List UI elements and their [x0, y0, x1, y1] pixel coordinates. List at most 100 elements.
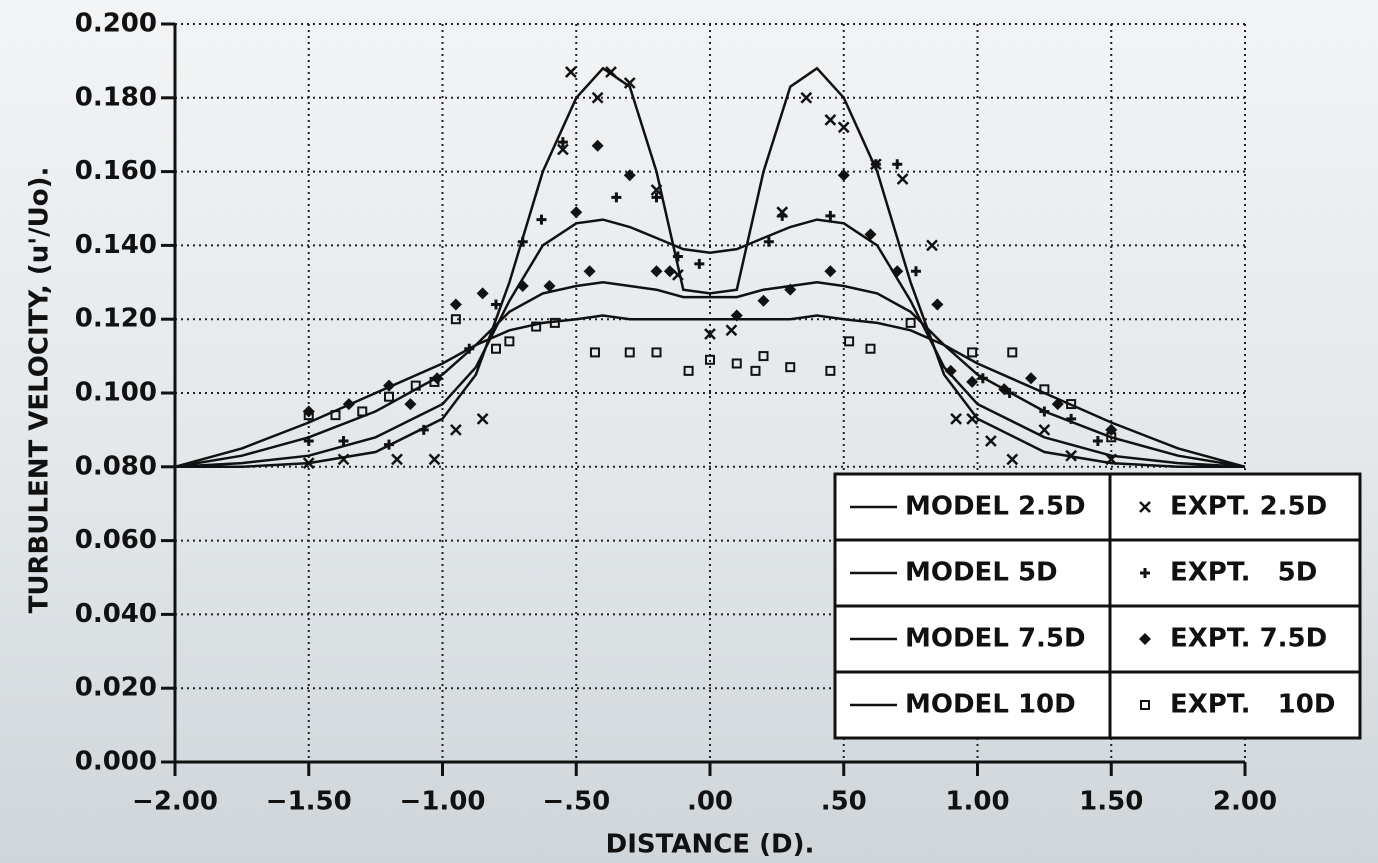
marker-plus — [977, 373, 988, 384]
marker-x — [391, 453, 403, 466]
x-tick-label: .00 — [687, 787, 733, 817]
marker-x — [605, 66, 617, 78]
y-tick-label: 0.180 — [75, 82, 157, 112]
marker-plus — [557, 137, 568, 148]
y-axis-label: TURBULENT VELOCITY, (u'/Uo). — [25, 167, 55, 614]
legend-label: EXPT. 5D — [1170, 558, 1317, 588]
marker-x — [428, 453, 441, 466]
marker-diamond — [837, 169, 850, 182]
marker-plus — [694, 258, 705, 269]
marker-diamond — [342, 398, 355, 411]
marker-x — [950, 412, 962, 425]
y-tick-label: 0.200 — [75, 9, 157, 39]
marker-square — [967, 347, 978, 358]
x-axis-label: DISTANCE (D). — [606, 830, 815, 860]
marker-diamond — [591, 139, 604, 152]
marker-diamond — [931, 298, 944, 311]
marker-plus — [870, 159, 881, 170]
legend-label: EXPT. 7.5D — [1170, 624, 1327, 654]
marker-x — [623, 77, 636, 89]
marker-diamond — [824, 265, 837, 278]
marker-x — [1105, 453, 1118, 466]
y-tick-label: 0.080 — [75, 451, 157, 481]
y-tick-label: 0.100 — [75, 378, 157, 408]
marker-x — [476, 412, 489, 425]
y-tick-label: 0.040 — [75, 599, 157, 629]
marker-plus — [418, 424, 429, 435]
marker-x — [1006, 453, 1019, 466]
marker-diamond — [1139, 633, 1151, 645]
legend-label: MODEL 7.5D — [905, 624, 1086, 654]
marker-plus — [611, 192, 622, 203]
marker-x — [1038, 424, 1051, 436]
marker-diamond — [966, 375, 979, 388]
marker-plus — [777, 210, 788, 221]
x-tick-label: −1.50 — [266, 787, 352, 817]
marker-x — [837, 121, 850, 134]
y-tick-label: 0.000 — [75, 747, 157, 777]
marker-plus — [1140, 568, 1150, 578]
marker-square — [549, 317, 560, 328]
marker-x — [984, 435, 997, 447]
marker-square — [651, 347, 662, 358]
marker-diamond — [1051, 398, 1064, 411]
marker-square — [705, 354, 715, 365]
marker-diamond — [404, 398, 417, 411]
x-tick-label: 2.00 — [1213, 787, 1277, 817]
marker-square — [450, 314, 461, 325]
legend-label: EXPT. 10D — [1170, 690, 1335, 720]
marker-square — [589, 347, 600, 358]
marker-square — [531, 321, 542, 332]
model-line — [174, 218, 1246, 469]
marker-diamond — [663, 265, 676, 278]
marker-diamond — [570, 206, 583, 219]
marker-square — [825, 365, 836, 376]
marker-square — [410, 380, 421, 391]
marker-x — [337, 453, 350, 466]
marker-square — [330, 410, 341, 421]
marker-diamond — [891, 265, 904, 278]
marker-square — [1039, 384, 1050, 395]
marker-plus — [338, 435, 349, 446]
marker-square — [504, 336, 515, 347]
marker-plus — [763, 236, 774, 247]
marker-plus — [464, 343, 475, 354]
marker-square — [624, 347, 635, 358]
marker-diamond — [730, 309, 743, 322]
y-tick-label: 0.020 — [75, 673, 157, 703]
marker-x — [302, 457, 315, 469]
marker-x — [565, 66, 577, 78]
marker-diamond — [998, 383, 1011, 396]
legend-label: MODEL 10D — [905, 690, 1076, 720]
marker-x — [650, 184, 663, 196]
marker-plus — [892, 159, 903, 170]
x-tick-label: .50 — [821, 787, 867, 817]
x-tick-label: 1.50 — [1079, 787, 1143, 817]
marker-square — [357, 406, 368, 417]
marker-square — [1106, 432, 1117, 443]
marker-diamond — [1025, 372, 1037, 385]
marker-x — [800, 91, 813, 104]
marker-diamond — [864, 228, 877, 241]
marker-diamond — [623, 169, 636, 182]
legend-label: MODEL 2.5D — [905, 492, 1086, 522]
marker-plus — [491, 299, 501, 310]
x-tick-label: −.50 — [542, 787, 610, 817]
marker-diamond — [784, 283, 797, 296]
marker-x — [926, 239, 938, 252]
marker-plus — [1092, 435, 1103, 446]
marker-square — [1066, 399, 1077, 410]
marker-diamond — [383, 379, 395, 392]
marker-square — [905, 317, 916, 328]
x-tick-label: −2.00 — [132, 787, 218, 817]
marker-x — [704, 328, 716, 340]
y-tick-label: 0.140 — [75, 230, 157, 260]
marker-diamond — [650, 265, 663, 278]
marker-plus — [517, 236, 528, 247]
marker-plus — [384, 439, 394, 450]
marker-plus — [651, 192, 662, 203]
marker-diamond — [944, 364, 957, 377]
marker-diamond — [449, 298, 462, 311]
